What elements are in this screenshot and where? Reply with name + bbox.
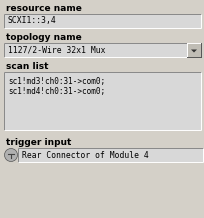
Circle shape [4,148,17,162]
Text: topology name: topology name [6,33,81,42]
FancyBboxPatch shape [4,14,200,28]
FancyBboxPatch shape [186,43,200,57]
Text: scan list: scan list [6,62,48,71]
Text: sc1!md3!ch0:31->com0;: sc1!md3!ch0:31->com0; [8,77,105,85]
Polygon shape [190,49,196,53]
FancyBboxPatch shape [4,43,186,57]
Text: sc1!md4!ch0:31->com0;: sc1!md4!ch0:31->com0; [8,87,105,95]
Text: Rear Connector of Module 4: Rear Connector of Module 4 [22,150,148,160]
Text: 1127/2-Wire 32x1 Mux: 1127/2-Wire 32x1 Mux [8,46,105,54]
Text: resource name: resource name [6,4,81,13]
Text: SCXI1::3,4: SCXI1::3,4 [8,17,57,26]
Text: trigger input: trigger input [6,138,71,147]
FancyBboxPatch shape [4,72,200,130]
FancyBboxPatch shape [18,148,202,162]
